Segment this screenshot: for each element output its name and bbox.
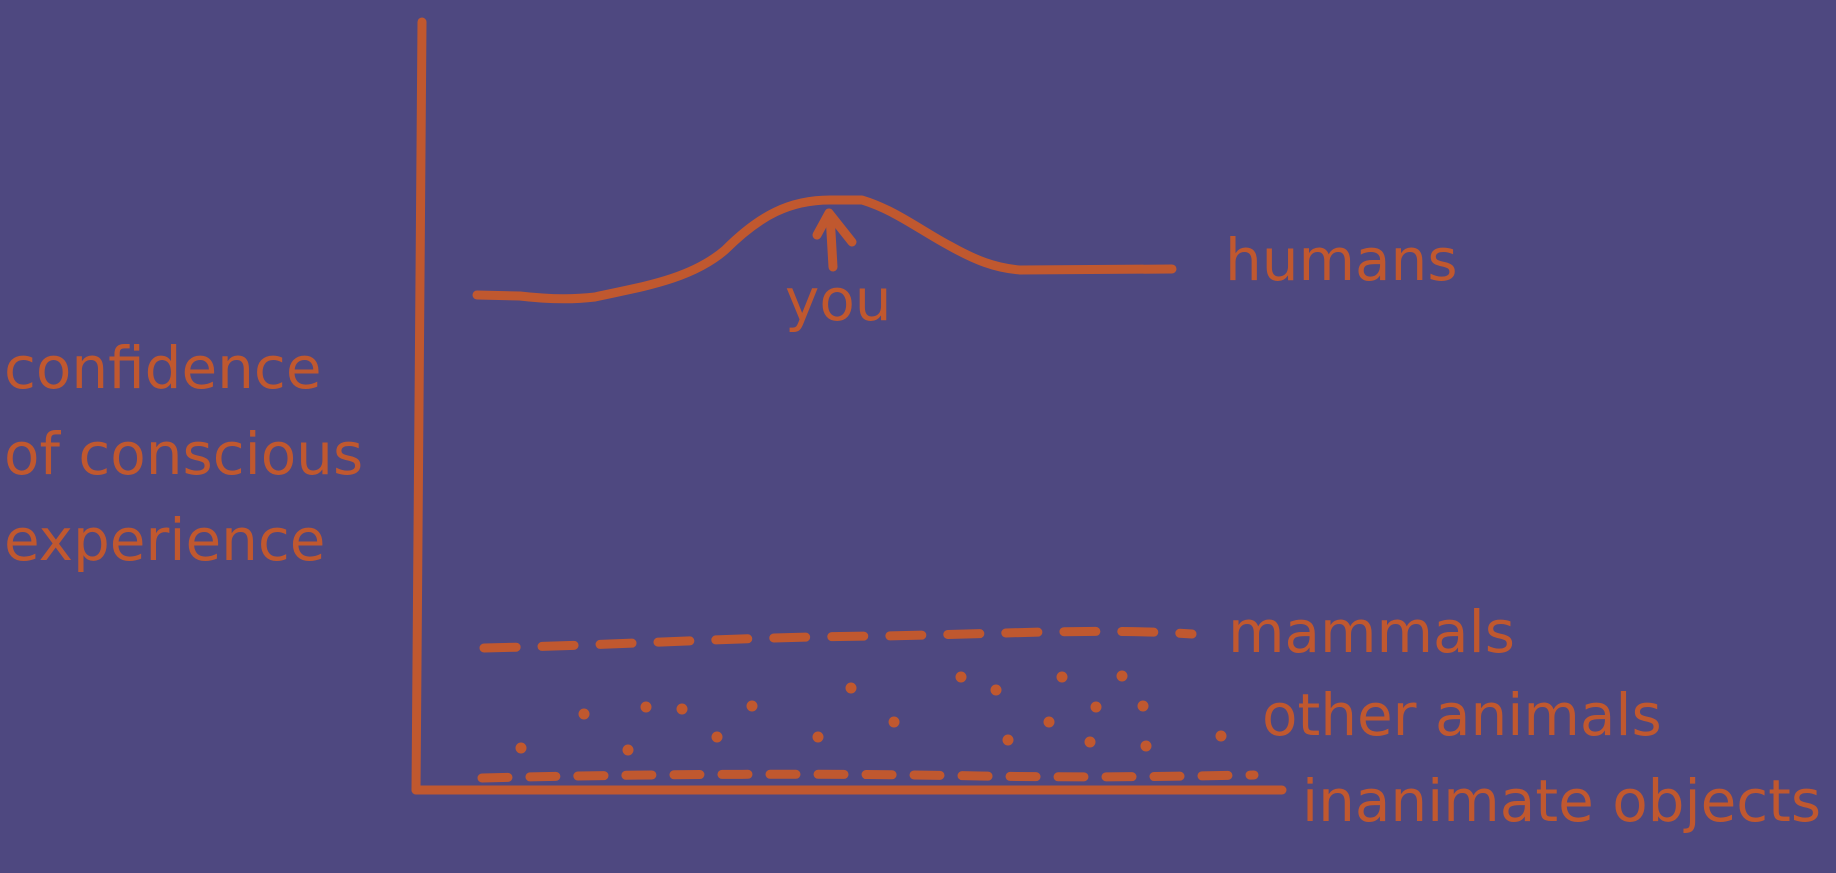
you-label: you	[785, 266, 892, 334]
other-animals-dot	[888, 716, 900, 728]
other-animals-dot	[578, 708, 590, 720]
other-animals-dot	[1137, 700, 1149, 712]
y-axis	[411, 17, 427, 795]
other-animals-dot	[812, 731, 824, 743]
other-animals-dot	[1002, 734, 1014, 746]
other-animals-dot	[676, 703, 688, 715]
you-arrow-shaft	[825, 210, 838, 272]
other-animals-dot	[746, 700, 758, 712]
mammals-curve	[479, 626, 1197, 653]
y-axis-label-line2: of conscious	[4, 420, 363, 488]
humans-label: humans	[1225, 226, 1458, 294]
axes	[411, 17, 1287, 795]
other-animals-dot	[1043, 716, 1055, 728]
inanimate-objects-label: inanimate objects	[1302, 767, 1821, 835]
other-animals-dot	[1215, 730, 1227, 742]
mammals-label: mammals	[1228, 598, 1515, 666]
other-animals-dot	[1084, 736, 1096, 748]
other-animals-dot	[640, 701, 652, 713]
other-animals-dot	[990, 684, 1002, 696]
other-animals-dot	[622, 744, 634, 756]
other-animals-dots	[515, 670, 1227, 756]
other-animals-dot	[955, 671, 967, 683]
other-animals-dot	[1140, 740, 1152, 752]
other-animals-dot	[711, 731, 723, 743]
other-animals-label: other animals	[1262, 681, 1662, 749]
y-axis-label-line1: confidence	[4, 334, 322, 402]
other-animals-dot	[1116, 670, 1128, 682]
you-arrow-icon	[812, 208, 857, 272]
other-animals-dot	[515, 742, 527, 754]
other-animals-dot	[1090, 701, 1102, 713]
humans-curve	[472, 195, 1177, 304]
you-arrow-head	[812, 208, 857, 247]
y-axis-label: confidence of conscious experience	[4, 334, 382, 574]
other-animals-dot	[1056, 671, 1068, 683]
inanimate-objects-curve	[477, 769, 1259, 783]
other-animals-dot	[845, 682, 857, 694]
y-axis-label-line3: experience	[4, 506, 325, 574]
